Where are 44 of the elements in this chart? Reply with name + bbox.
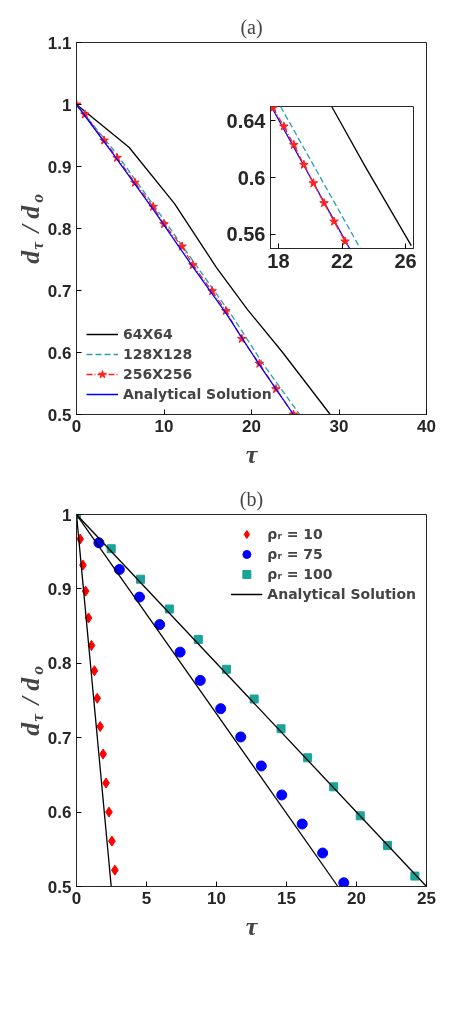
x-tick-label: 5 xyxy=(141,888,152,908)
legend-label: 64X64 xyxy=(123,326,173,342)
x-tick-label: 0 xyxy=(71,888,82,908)
x-tick-label: 18 xyxy=(267,249,290,272)
legend-label: ρᵣ = 10 xyxy=(267,526,323,542)
x-tick-label: 26 xyxy=(394,249,417,272)
y-tick-label: 0.9 xyxy=(47,579,72,599)
y-tick-label: 1.1 xyxy=(47,33,72,53)
y-tick-label: 0.56 xyxy=(226,223,266,246)
y-tick-label: 1 xyxy=(62,505,72,525)
y-tick-label: 0.9 xyxy=(47,157,72,177)
x-tick-label: 22 xyxy=(330,249,354,272)
y-axis-title: dτ / do xyxy=(16,194,47,264)
legend-label: Analytical Solution xyxy=(123,386,272,402)
y-tick-label: 0.7 xyxy=(47,281,72,301)
y-tick-label: 0.5 xyxy=(47,405,72,425)
chart-title: (b) xyxy=(239,487,264,511)
y-tick-label: 0.8 xyxy=(47,654,72,674)
x-tick-label: 30 xyxy=(329,416,349,436)
x-tick-label: 40 xyxy=(417,416,436,436)
x-tick-label: 20 xyxy=(242,416,261,436)
x-axis-title: τ xyxy=(245,439,259,469)
x-axis-title: τ xyxy=(245,911,259,941)
y-tick-label: 0.6 xyxy=(47,343,72,363)
y-tick-label: 0.8 xyxy=(47,219,72,239)
y-tick-label: 0.6 xyxy=(237,166,266,189)
x-tick-label: 25 xyxy=(417,888,436,908)
y-tick-label: 1 xyxy=(62,95,72,115)
legend-label: ρᵣ = 75 xyxy=(267,546,323,562)
y-axis-title: dτ / do xyxy=(16,666,47,736)
x-tick-label: 0 xyxy=(71,416,82,436)
x-tick-label: 15 xyxy=(277,888,296,908)
chart-title: (a) xyxy=(240,15,263,39)
x-tick-label: 10 xyxy=(207,888,226,908)
y-tick-label: 0.7 xyxy=(47,728,72,748)
y-tick-label: 0.5 xyxy=(47,877,72,897)
y-tick-label: 0.6 xyxy=(47,803,72,823)
legend-label: Analytical Solution xyxy=(267,586,416,602)
legend-label: 256X256 xyxy=(123,366,193,382)
legend-label: ρᵣ = 100 xyxy=(267,566,333,582)
legend-label: 128X128 xyxy=(123,346,193,362)
x-tick-label: 10 xyxy=(154,416,174,436)
y-tick-label: 0.64 xyxy=(226,109,267,132)
x-tick-label: 20 xyxy=(347,888,366,908)
